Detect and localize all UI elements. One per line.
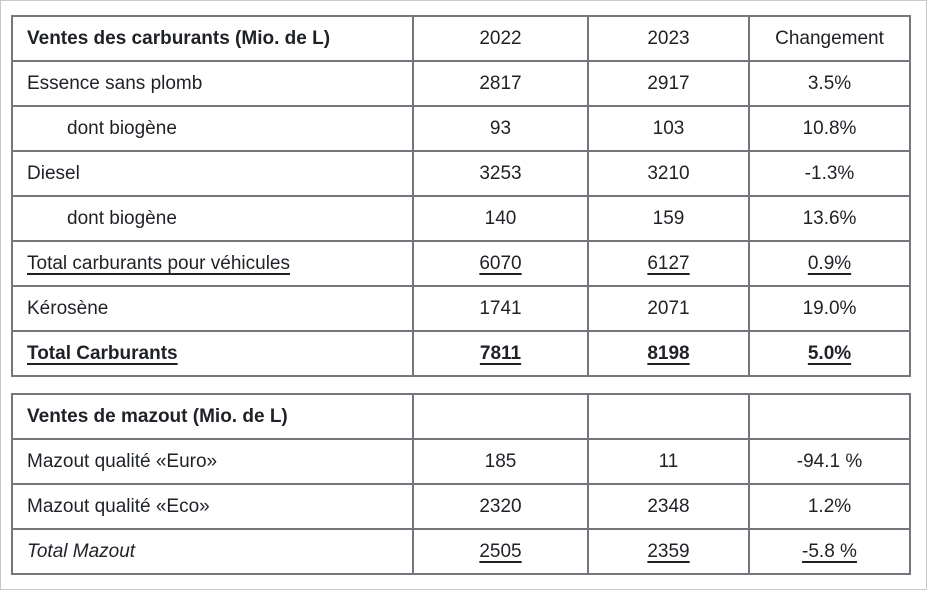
value-2023: 2071	[587, 285, 750, 332]
value-2023: 8198	[587, 330, 750, 377]
row-label: Mazout qualité «Euro»	[11, 438, 414, 485]
row-label: Total Mazout	[11, 528, 414, 575]
table-row: Essence sans plomb 2817 2917 3.5%	[11, 60, 911, 107]
row-label: Total Carburants	[11, 330, 414, 377]
fuel-table-title: Ventes des carburants (Mio. de L)	[11, 15, 414, 62]
value-change: -1.3%	[748, 150, 911, 197]
value-2022: 2817	[412, 60, 589, 107]
row-label: Diesel	[11, 150, 414, 197]
empty-cell	[748, 393, 911, 440]
value-change: 19.0%	[748, 285, 911, 332]
value-2022: 7811	[412, 330, 589, 377]
value-change: -5.8 %	[748, 528, 911, 575]
table-row-total: Total Mazout 2505 2359 -5.8 %	[11, 528, 911, 575]
value-change: 10.8%	[748, 105, 911, 152]
value-change: -94.1 %	[748, 438, 911, 485]
fuel-sales-table: Ventes des carburants (Mio. de L) 2022 2…	[11, 15, 911, 377]
column-header-change: Changement	[748, 15, 911, 62]
row-label: Mazout qualité «Eco»	[11, 483, 414, 530]
row-label: Essence sans plomb	[11, 60, 414, 107]
value-2023: 3210	[587, 150, 750, 197]
value-change: 13.6%	[748, 195, 911, 242]
value-2022: 2320	[412, 483, 589, 530]
empty-cell	[412, 393, 589, 440]
value-change: 3.5%	[748, 60, 911, 107]
value-change: 5.0%	[748, 330, 911, 377]
column-header-2023: 2023	[587, 15, 750, 62]
value-2023: 2359	[587, 528, 750, 575]
heating-oil-sales-table: Ventes de mazout (Mio. de L) Mazout qual…	[11, 393, 911, 575]
mazout-table-title: Ventes de mazout (Mio. de L)	[11, 393, 414, 440]
column-header-2022: 2022	[412, 15, 589, 62]
table-row: Diesel 3253 3210 -1.3%	[11, 150, 911, 197]
row-label: Kérosène	[11, 285, 414, 332]
value-2022: 6070	[412, 240, 589, 287]
table-row: Mazout qualité «Euro» 185 11 -94.1 %	[11, 438, 911, 485]
value-2023: 6127	[587, 240, 750, 287]
value-2022: 140	[412, 195, 589, 242]
row-label: dont biogène	[11, 195, 414, 242]
value-2023: 159	[587, 195, 750, 242]
value-2023: 11	[587, 438, 750, 485]
table-row-total: Total Carburants 7811 8198 5.0%	[11, 330, 911, 377]
value-2022: 93	[412, 105, 589, 152]
empty-cell	[587, 393, 750, 440]
value-2022: 2505	[412, 528, 589, 575]
row-label: Total carburants pour véhicules	[11, 240, 414, 287]
table-row: Kérosène 1741 2071 19.0%	[11, 285, 911, 332]
value-2023: 2917	[587, 60, 750, 107]
value-2023: 103	[587, 105, 750, 152]
value-change: 0.9%	[748, 240, 911, 287]
fuel-table-header-row: Ventes des carburants (Mio. de L) 2022 2…	[11, 15, 911, 62]
value-2022: 1741	[412, 285, 589, 332]
table-row: Mazout qualité «Eco» 2320 2348 1.2%	[11, 483, 911, 530]
table-row: dont biogène 93 103 10.8%	[11, 105, 911, 152]
row-label: dont biogène	[11, 105, 414, 152]
table-row: dont biogène 140 159 13.6%	[11, 195, 911, 242]
value-2022: 185	[412, 438, 589, 485]
table-row-subtotal: Total carburants pour véhicules 6070 612…	[11, 240, 911, 287]
value-2023: 2348	[587, 483, 750, 530]
mazout-table-header-row: Ventes de mazout (Mio. de L)	[11, 393, 911, 440]
value-2022: 3253	[412, 150, 589, 197]
value-change: 1.2%	[748, 483, 911, 530]
